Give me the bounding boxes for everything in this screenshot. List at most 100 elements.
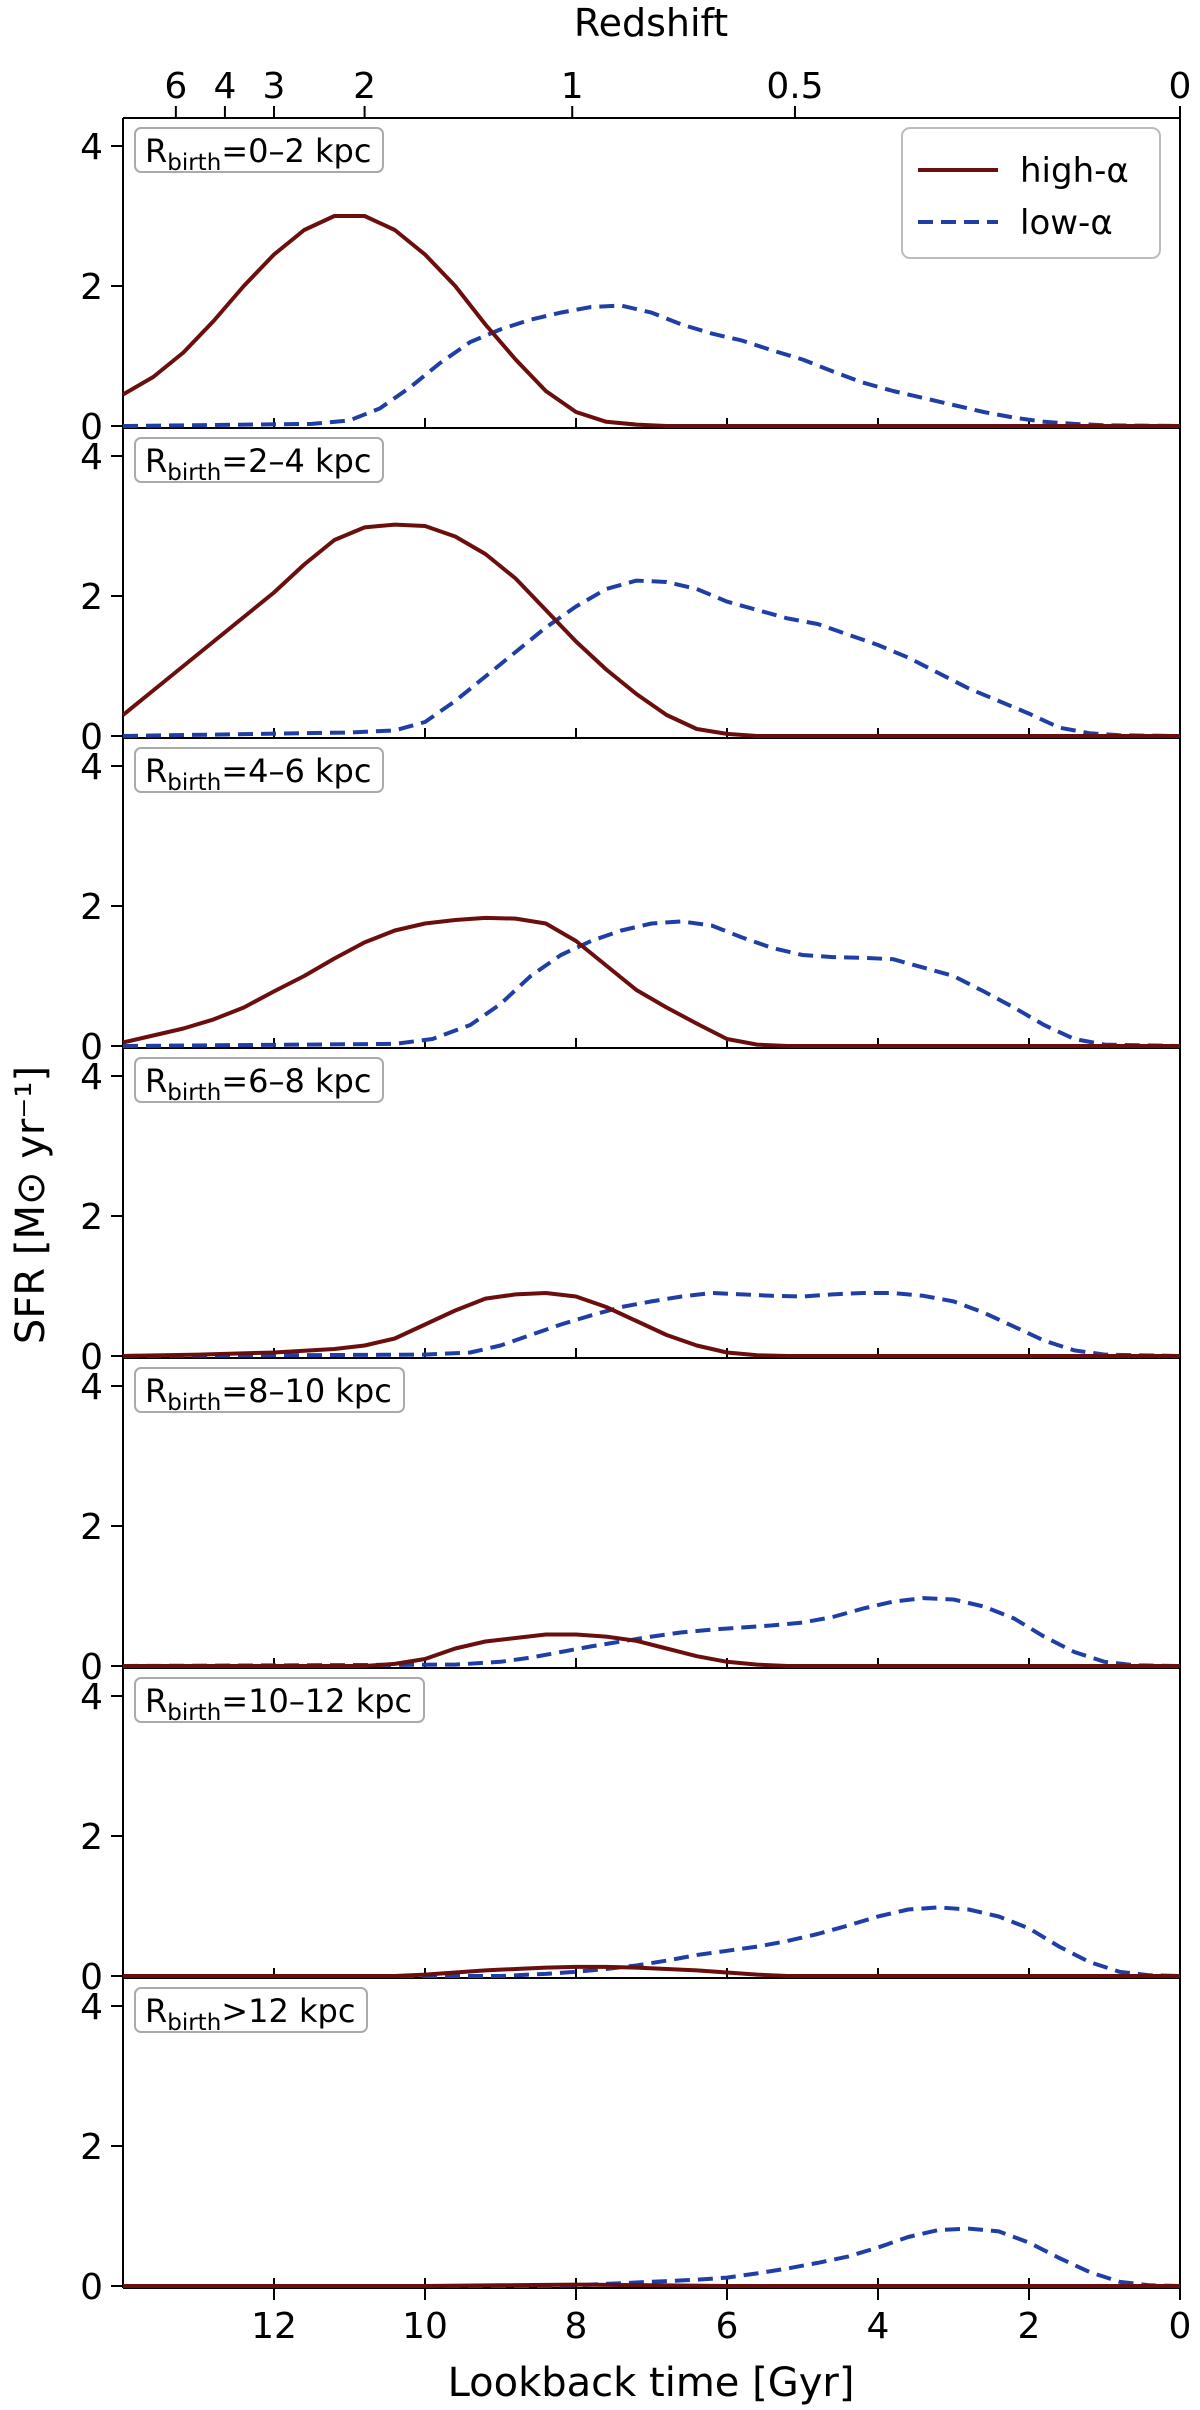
top-axis-ticks: 6 4 3 2 1 0.5 0 (123, 66, 1192, 119)
x-axis-label: Lookback time [Gyr] (448, 2360, 855, 2406)
low-alpha-line (122, 303, 1181, 428)
y-tick-label: 0 (80, 1027, 103, 1068)
panel-3: 0 2 4 Rbirth=4–6 kpc (80, 738, 1181, 1068)
y-tick-label: 2 (80, 887, 103, 928)
y-tick-label: 0 (80, 2267, 103, 2308)
label-subscript: birth (167, 1390, 221, 1416)
high-alpha-line (123, 1632, 1180, 1668)
y-tick-label: 4 (80, 1057, 103, 1098)
label-rest: =0–2 kpc (221, 132, 371, 170)
high-alpha-line (122, 1291, 1180, 1358)
y-tick-label: 4 (80, 1987, 103, 2028)
panel-label-box (134, 1677, 425, 1723)
low-alpha-line (123, 1905, 1181, 1978)
x-tick-label: 12 (251, 2306, 297, 2347)
label-rest: =4–6 kpc (221, 752, 371, 790)
top-tick-label: 2 (353, 66, 376, 107)
panel-7: 0 2 4 Rbirth>12 kpc (80, 1978, 1181, 2308)
label-subscript: birth (167, 770, 221, 796)
legend: high-α low-α (901, 127, 1161, 259)
label-subscript: birth (167, 460, 221, 486)
panel-label-text: Rbirth=0–2 kpc (145, 132, 371, 176)
panel-label-box (134, 1057, 384, 1103)
x-axis: 12 10 8 6 4 2 0 (251, 2288, 1191, 2347)
panel-1: 0 2 4 Rbirth=0–2 kpc (80, 118, 1181, 448)
y-tick-label: 4 (80, 1367, 103, 1408)
panel-label: Rbirth>12 kpc (134, 1987, 368, 2036)
panel-5: 0 2 4 Rbirth=8–10 kpc (80, 1358, 1181, 1688)
panel-label-text: Rbirth=4–6 kpc (145, 752, 371, 796)
panel-label-box (134, 1987, 368, 2033)
high-alpha-line (121, 214, 1180, 428)
x-tick-label: 8 (565, 2306, 588, 2347)
y-tick-label: 4 (80, 747, 103, 788)
y-tick-label: 0 (80, 1647, 103, 1688)
y-tick-label: 2 (80, 1197, 103, 1238)
high-alpha-line (121, 522, 1180, 738)
label-rest: =8–10 kpc (221, 1372, 392, 1410)
panel-2: 0 2 4 Rbirth=2–4 kpc (80, 428, 1181, 758)
y-tick-label: 2 (80, 1507, 103, 1548)
low-alpha-line (122, 1596, 1181, 1668)
y-tick-label: 4 (80, 127, 103, 168)
panel-label: Rbirth=8–10 kpc (134, 1367, 405, 1416)
panel-label-text: Rbirth=8–10 kpc (145, 1372, 392, 1416)
label-main: R (145, 1372, 167, 1410)
y-tick-label: 4 (80, 437, 103, 478)
label-main: R (145, 132, 167, 170)
top-axis-label: Redshift (574, 1, 728, 45)
top-tick-label: 3 (263, 66, 286, 107)
y-tick-label: 4 (80, 1677, 103, 1718)
panel-label: Rbirth=10–12 kpc (134, 1677, 425, 1726)
label-rest: =10–12 kpc (221, 1682, 412, 1720)
high-alpha-line (122, 915, 1180, 1048)
x-tick-label: 4 (867, 2306, 890, 2347)
panel-label-text: Rbirth>12 kpc (145, 1992, 355, 2036)
label-subscript: birth (167, 150, 221, 176)
label-rest: =2–4 kpc (221, 442, 371, 480)
panel-label: Rbirth=2–4 kpc (134, 437, 384, 486)
legend-low-alpha-label: low-α (1020, 203, 1113, 243)
y-tick-label: 2 (80, 267, 103, 308)
y-tick-label: 2 (80, 577, 103, 618)
y-axis-label: SFR [M⊙ yr⁻¹] (8, 1066, 54, 1344)
panel-label-text: Rbirth=6–8 kpc (145, 1062, 371, 1106)
low-alpha-line (123, 2226, 1181, 2288)
label-rest: =6–8 kpc (221, 1062, 371, 1100)
top-tick-label: 0 (1169, 66, 1192, 107)
y-tick-label: 2 (80, 2127, 103, 2168)
panel-label-box (134, 127, 384, 173)
x-tick-label: 0 (1169, 2306, 1192, 2347)
panel-label: Rbirth=4–6 kpc (134, 747, 384, 796)
top-tick-label: 4 (213, 66, 236, 107)
y-tick-label: 0 (80, 717, 103, 758)
panel-label-box (134, 1367, 405, 1413)
label-main: R (145, 442, 167, 480)
top-tick-label: 0.5 (766, 66, 823, 107)
high-alpha-line (123, 1964, 1180, 1978)
top-tick-label: 6 (164, 66, 187, 107)
label-subscript: birth (167, 1700, 221, 1726)
panel-label: Rbirth=6–8 kpc (134, 1057, 384, 1106)
y-tick-label: 0 (80, 407, 103, 448)
panel-6: 0 2 4 Rbirth=10–12 kpc (80, 1668, 1181, 1998)
top-tick-label: 1 (561, 66, 584, 107)
panel-label-box (134, 437, 384, 483)
panel-4: 0 2 4 Rbirth=6–8 kpc (80, 1048, 1181, 1378)
label-main: R (145, 1992, 167, 2030)
low-alpha-line (122, 1291, 1181, 1358)
y-tick-label: 0 (80, 1337, 103, 1378)
x-tick-label: 10 (402, 2306, 448, 2347)
panel-label: Rbirth=0–2 kpc (134, 127, 384, 176)
y-tick-label: 2 (80, 1817, 103, 1858)
legend-high-alpha-label: high-α (1020, 151, 1129, 191)
low-alpha-line (122, 919, 1181, 1048)
y-tick-label: 0 (80, 1957, 103, 1998)
x-tick-label: 6 (716, 2306, 739, 2347)
panel-label-text: Rbirth=10–12 kpc (145, 1682, 412, 1726)
label-main: R (145, 1682, 167, 1720)
low-alpha-line (122, 578, 1181, 738)
panel-label-text: Rbirth=2–4 kpc (145, 442, 371, 486)
